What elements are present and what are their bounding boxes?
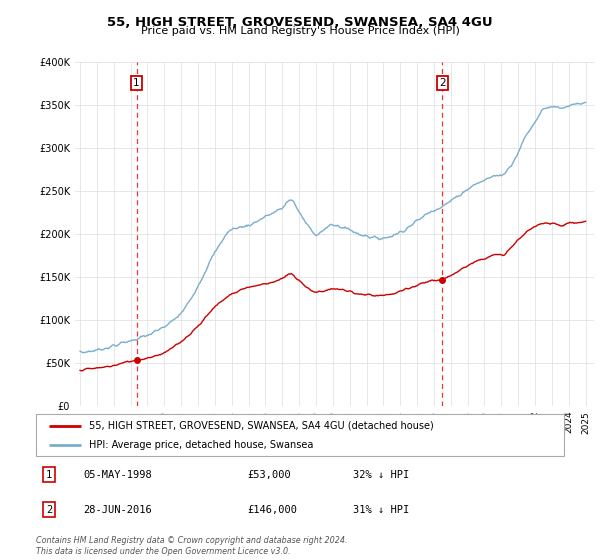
Text: HPI: Average price, detached house, Swansea: HPI: Average price, detached house, Swan… xyxy=(89,440,313,450)
Text: £146,000: £146,000 xyxy=(247,505,297,515)
Text: 28-JUN-2016: 28-JUN-2016 xyxy=(83,505,152,515)
Text: 32% ↓ HPI: 32% ↓ HPI xyxy=(353,470,409,479)
Text: 05-MAY-1998: 05-MAY-1998 xyxy=(83,470,152,479)
Text: 1: 1 xyxy=(46,470,52,479)
Text: Price paid vs. HM Land Registry's House Price Index (HPI): Price paid vs. HM Land Registry's House … xyxy=(140,26,460,36)
Text: 55, HIGH STREET, GROVESEND, SWANSEA, SA4 4GU: 55, HIGH STREET, GROVESEND, SWANSEA, SA4… xyxy=(107,16,493,29)
Text: 2: 2 xyxy=(46,505,52,515)
Text: £53,000: £53,000 xyxy=(247,470,291,479)
Text: 31% ↓ HPI: 31% ↓ HPI xyxy=(353,505,409,515)
Text: 1: 1 xyxy=(133,78,140,88)
Text: Contains HM Land Registry data © Crown copyright and database right 2024.
This d: Contains HM Land Registry data © Crown c… xyxy=(36,536,347,556)
Text: 2: 2 xyxy=(439,78,445,88)
Text: 55, HIGH STREET, GROVESEND, SWANSEA, SA4 4GU (detached house): 55, HIGH STREET, GROVESEND, SWANSEA, SA4… xyxy=(89,421,434,431)
FancyBboxPatch shape xyxy=(36,414,564,456)
